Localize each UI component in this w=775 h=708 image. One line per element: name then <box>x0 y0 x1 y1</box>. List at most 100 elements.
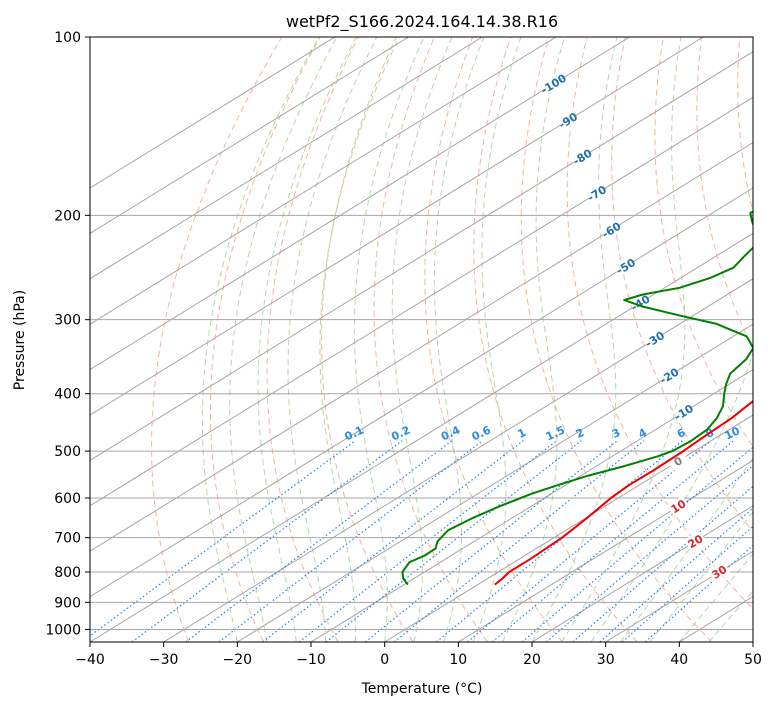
y-tick-label: 100 <box>54 30 81 46</box>
isotherm-label: -10 <box>672 402 696 424</box>
y-tick-label: 500 <box>54 444 81 460</box>
mixing-ratio-lines <box>90 440 753 642</box>
x-axis: −40 −30 −20 −10 0 10 20 30 40 50 <box>75 642 762 668</box>
dry-adiabats <box>151 37 753 642</box>
isotherm <box>310 368 753 642</box>
isotherm-label-bg <box>666 495 690 517</box>
y-tick-label: 600 <box>54 491 81 507</box>
mixing-ratio-label: 0.1 <box>343 423 366 443</box>
isotherm <box>384 414 753 642</box>
dry-adiabat <box>373 37 489 642</box>
dry-adiabat <box>520 37 713 642</box>
isotherm <box>90 232 753 642</box>
isotherm <box>90 141 753 552</box>
isotherm-label-bg <box>542 73 565 94</box>
isotherm-label: -80 <box>571 146 595 168</box>
isotherm <box>90 187 753 598</box>
isotherm-label-bg <box>657 365 681 386</box>
x-tick-label: −40 <box>75 652 105 668</box>
x-tick-label: 50 <box>744 652 762 668</box>
dry-adiabat <box>321 37 414 642</box>
mixing-ratio-line <box>644 544 753 642</box>
profile-lines <box>401 210 753 586</box>
dry-adiabat <box>210 37 321 642</box>
isotherm <box>752 641 753 642</box>
y-tick-label: 300 <box>54 313 81 329</box>
moist-adiabat <box>287 37 378 642</box>
y-axis-title: Pressure (hPa) <box>12 290 28 390</box>
mixing-ratio-line <box>262 440 524 642</box>
isotherm <box>458 459 753 642</box>
mixing-ratio-line <box>491 440 735 642</box>
moist-adiabat <box>391 37 453 642</box>
moist-adiabat <box>708 590 753 642</box>
isopleth-labels: -100-90-80-70-60-50-40-30-20-1001020300.… <box>343 71 743 582</box>
moist-adiabat <box>620 456 753 642</box>
isotherm-label-bg <box>556 109 579 131</box>
y-tick-label: 900 <box>54 595 81 611</box>
isotherm-label-bg <box>684 530 707 552</box>
y-tick-label: 400 <box>54 387 81 403</box>
dry-adiabat <box>424 37 563 642</box>
y-tick-label: 1000 <box>45 622 81 638</box>
isotherm-label-bg <box>643 328 666 350</box>
x-axis-title: Temperature (°C) <box>361 681 483 697</box>
isotherm <box>237 323 753 642</box>
isotherm <box>90 37 409 234</box>
plot-area: -100-90-80-70-60-50-40-30-20-1001020300.… <box>90 37 753 642</box>
isotherm <box>605 550 753 642</box>
x-tick-label: 40 <box>670 652 688 668</box>
moist-adiabat <box>472 37 522 642</box>
moist-adiabat <box>229 37 338 642</box>
isotherm-label: -70 <box>585 183 609 205</box>
mixing-ratio-line <box>218 440 484 642</box>
pressure-gridlines <box>90 37 753 630</box>
moist-adiabats <box>201 37 753 642</box>
mixing-ratio-line <box>467 440 712 642</box>
plot-frame <box>89 36 754 643</box>
isotherm <box>90 37 630 371</box>
mixing-ratio-label: 4 <box>636 426 649 441</box>
isotherm-label-bg <box>628 292 652 313</box>
dewpoint-profile <box>401 210 753 586</box>
mixing-ratio-label: 10 <box>723 424 743 442</box>
isotherm-label-bg <box>672 401 695 423</box>
dry-adiabat <box>566 37 753 610</box>
dry-adiabat <box>473 37 638 642</box>
isotherm-label: -50 <box>614 256 638 278</box>
isotherm-label: -60 <box>600 219 624 241</box>
isotherm-label-bg <box>585 182 608 204</box>
isotherm <box>90 37 557 325</box>
moist-adiabat <box>678 553 753 642</box>
mixing-ratio-label: 0.4 <box>439 423 462 443</box>
mixing-ratio-label: 1 <box>516 426 528 441</box>
isotherm <box>90 51 753 461</box>
mixing-ratio-line <box>393 440 645 642</box>
x-tick-label: −20 <box>223 652 253 668</box>
isotherm-label: 30 <box>710 563 730 582</box>
isotherm-label: 20 <box>686 532 706 551</box>
y-axis: 100 200 300 400 500 600 700 800 900 1000 <box>45 30 90 638</box>
isotherm-label-bg <box>707 561 731 582</box>
moist-adiabat <box>433 37 485 642</box>
mixing-ratio-line <box>90 440 356 637</box>
isotherm-label: -30 <box>643 329 667 351</box>
temperature-profile <box>494 399 753 586</box>
isotherm-label-bg <box>666 450 689 472</box>
isotherm <box>679 596 753 642</box>
moist-adiabat <box>649 511 753 642</box>
isotherm <box>90 37 704 416</box>
chart-title: wetPf2_S166.2024.164.14.38.R16 <box>286 12 558 32</box>
x-tick-label: 0 <box>380 652 389 668</box>
mixing-ratio-line <box>364 440 618 642</box>
dry-adiabat <box>266 37 359 642</box>
moist-adiabat <box>257 37 357 642</box>
moist-adiabat <box>201 37 320 642</box>
mixing-ratio-line <box>131 440 403 642</box>
isotherm <box>90 37 483 280</box>
x-tick-label: 10 <box>449 652 467 668</box>
x-tick-label: −10 <box>296 652 326 668</box>
isotherm-label: -90 <box>556 110 580 132</box>
y-tick-label: 800 <box>54 565 81 581</box>
